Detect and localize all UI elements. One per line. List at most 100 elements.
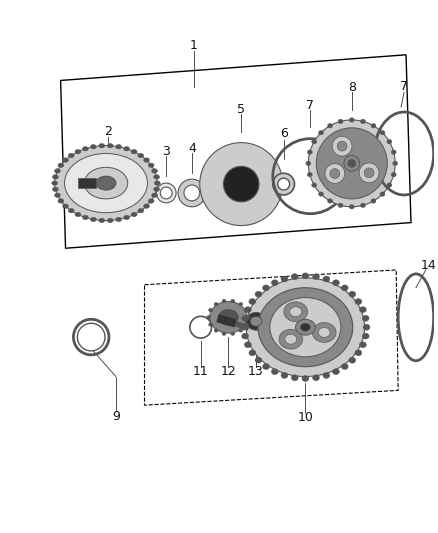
Ellipse shape (285, 334, 297, 344)
Ellipse shape (53, 175, 58, 179)
Ellipse shape (307, 172, 312, 177)
Ellipse shape (332, 136, 352, 156)
Ellipse shape (328, 199, 332, 203)
Ellipse shape (144, 158, 149, 162)
Ellipse shape (154, 175, 159, 179)
Ellipse shape (219, 310, 238, 325)
Ellipse shape (360, 342, 366, 348)
Ellipse shape (54, 169, 60, 173)
Ellipse shape (52, 181, 58, 185)
Ellipse shape (131, 149, 137, 154)
Ellipse shape (344, 156, 360, 171)
Ellipse shape (214, 329, 218, 332)
Text: 11: 11 (193, 365, 208, 378)
Ellipse shape (208, 323, 212, 326)
Ellipse shape (99, 143, 105, 148)
Ellipse shape (68, 208, 74, 213)
Text: 4: 4 (188, 142, 196, 155)
Text: 2: 2 (104, 125, 112, 138)
Ellipse shape (58, 199, 64, 203)
Ellipse shape (184, 185, 200, 201)
Ellipse shape (371, 124, 376, 128)
Ellipse shape (82, 215, 88, 220)
Text: 1: 1 (190, 39, 198, 52)
Ellipse shape (371, 199, 376, 203)
Text: 8: 8 (348, 81, 356, 94)
Ellipse shape (131, 212, 137, 217)
Text: 14: 14 (421, 259, 437, 271)
Ellipse shape (360, 306, 366, 313)
Ellipse shape (338, 119, 343, 124)
Ellipse shape (222, 299, 226, 303)
Ellipse shape (241, 324, 247, 330)
Ellipse shape (302, 376, 309, 382)
Ellipse shape (391, 150, 396, 155)
Ellipse shape (239, 329, 243, 332)
Ellipse shape (362, 333, 369, 339)
Ellipse shape (96, 176, 116, 190)
Ellipse shape (341, 364, 348, 369)
Ellipse shape (78, 323, 105, 351)
Ellipse shape (271, 280, 278, 286)
Ellipse shape (58, 163, 64, 167)
Text: 5: 5 (237, 102, 245, 116)
Ellipse shape (332, 369, 339, 375)
Ellipse shape (148, 163, 154, 167)
Ellipse shape (380, 131, 385, 135)
Ellipse shape (348, 159, 356, 167)
Ellipse shape (82, 147, 88, 151)
Ellipse shape (328, 124, 332, 128)
Ellipse shape (300, 323, 310, 331)
Ellipse shape (307, 150, 312, 155)
Text: 3: 3 (162, 145, 170, 158)
Ellipse shape (107, 218, 113, 223)
Ellipse shape (63, 158, 68, 162)
Ellipse shape (53, 187, 58, 191)
Ellipse shape (152, 169, 158, 173)
Ellipse shape (313, 273, 319, 280)
Ellipse shape (210, 302, 247, 333)
Ellipse shape (308, 120, 395, 207)
Ellipse shape (223, 166, 259, 202)
Ellipse shape (355, 298, 362, 304)
FancyBboxPatch shape (233, 144, 247, 223)
Ellipse shape (290, 307, 302, 317)
Ellipse shape (312, 140, 317, 144)
Ellipse shape (64, 154, 148, 213)
Ellipse shape (355, 350, 362, 356)
Ellipse shape (75, 212, 81, 217)
Ellipse shape (55, 146, 157, 221)
Ellipse shape (325, 164, 345, 183)
Ellipse shape (363, 324, 370, 330)
Ellipse shape (152, 193, 158, 198)
Ellipse shape (271, 369, 278, 375)
Ellipse shape (244, 306, 251, 313)
Polygon shape (78, 178, 96, 188)
Ellipse shape (360, 119, 365, 124)
Ellipse shape (296, 319, 315, 335)
Ellipse shape (258, 288, 353, 367)
Ellipse shape (281, 373, 288, 378)
Ellipse shape (231, 299, 235, 303)
Ellipse shape (306, 161, 311, 166)
Ellipse shape (99, 218, 105, 223)
FancyBboxPatch shape (94, 150, 112, 216)
Ellipse shape (380, 192, 385, 196)
Ellipse shape (91, 144, 96, 149)
Ellipse shape (242, 316, 249, 321)
Ellipse shape (255, 291, 262, 297)
Ellipse shape (291, 375, 298, 381)
Text: 9: 9 (112, 409, 120, 423)
Ellipse shape (156, 183, 176, 203)
Text: 12: 12 (220, 365, 236, 378)
Ellipse shape (239, 303, 243, 306)
Text: 6: 6 (280, 127, 288, 140)
Ellipse shape (246, 278, 364, 376)
Ellipse shape (349, 291, 356, 297)
Ellipse shape (242, 333, 249, 339)
Ellipse shape (281, 276, 288, 282)
Ellipse shape (323, 373, 330, 378)
Ellipse shape (349, 357, 356, 363)
Ellipse shape (318, 131, 324, 135)
Ellipse shape (154, 181, 160, 185)
